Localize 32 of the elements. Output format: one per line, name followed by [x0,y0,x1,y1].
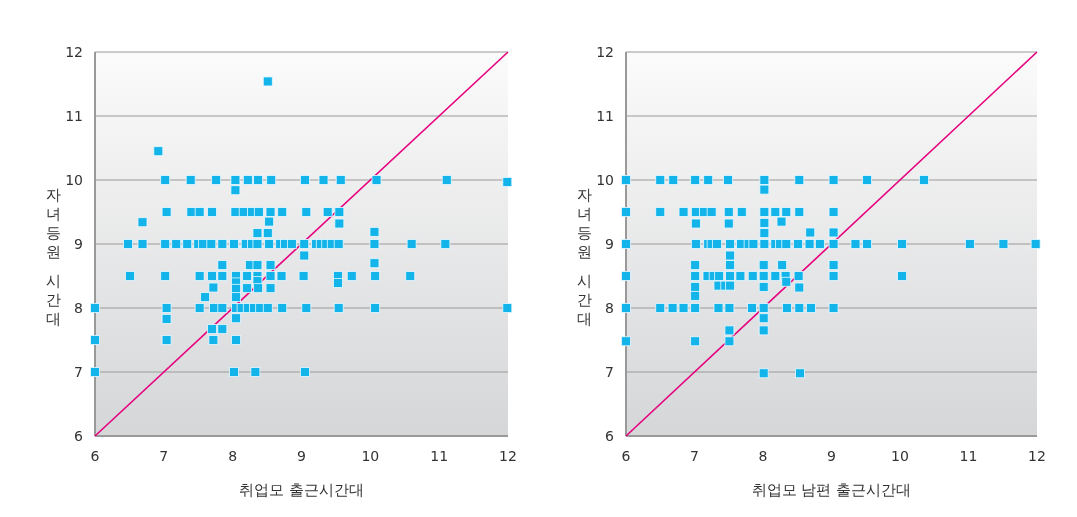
x-tick-label: 7 [159,448,169,464]
y-tick-label: 12 [596,44,614,60]
y-tick-label: 12 [65,44,83,60]
y-tick-label: 11 [596,108,614,124]
x-tick-label: 8 [228,448,238,464]
x-tick-label: 10 [361,448,380,464]
x-axis-title: 취업모 출근시간대 [239,481,364,499]
y-tick-label: 7 [605,364,614,380]
x-tick-label: 9 [827,448,836,464]
y-tick-label: 11 [65,108,83,124]
x-tick-label: 12 [1028,448,1046,464]
x-tick-label: 8 [758,448,768,464]
x-tick-label: 11 [959,448,978,464]
x-tick-label: 7 [690,448,699,464]
y-tick-label: 9 [74,236,83,252]
y-tick-label: 7 [74,364,83,380]
x-tick-label: 6 [90,448,100,464]
y-tick-label: 10 [65,172,83,188]
y-axis-title: 자녀등원 시간대 [45,186,61,328]
y-tick-label: 10 [596,172,614,188]
y-tick-label: 9 [605,236,614,252]
x-tick-label: 10 [891,448,909,464]
x-tick-label: 12 [499,448,517,464]
x-axis-title: 취업모 남편 출근시간대 [751,481,912,499]
x-tick-label: 9 [297,448,306,464]
x-tick-label: 11 [430,448,449,464]
x-tick-label: 6 [621,448,631,464]
y-tick-label: 8 [605,300,614,316]
y-tick-label: 6 [605,428,615,444]
y-tick-label: 8 [74,300,83,316]
y-axis-title: 자녀등원 시간대 [576,186,592,328]
y-tick-label: 6 [74,428,84,444]
